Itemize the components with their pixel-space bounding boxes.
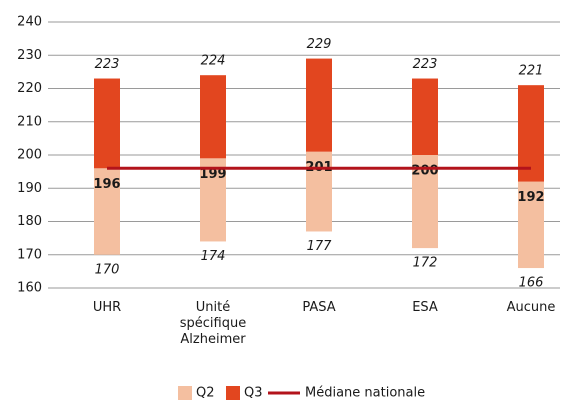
bar-q3 bbox=[518, 85, 544, 182]
bar-q3 bbox=[306, 58, 332, 152]
bar-q3 bbox=[200, 75, 226, 159]
lower-label: 170 bbox=[95, 262, 120, 277]
y-tick-label: 240 bbox=[17, 15, 42, 30]
x-tick-label: Aucune bbox=[506, 300, 556, 315]
upper-label: 229 bbox=[307, 37, 332, 52]
median-label: 192 bbox=[517, 190, 544, 205]
median-label: 196 bbox=[93, 177, 120, 192]
legend-swatch bbox=[226, 386, 240, 400]
legend-swatch bbox=[178, 386, 192, 400]
bar-q3 bbox=[94, 78, 120, 169]
x-tick-label: UHR bbox=[92, 300, 122, 315]
y-tick-label: 230 bbox=[17, 48, 42, 63]
bar-q2 bbox=[518, 181, 544, 269]
y-tick-label: 190 bbox=[17, 181, 42, 196]
legend-label: Q2 bbox=[196, 386, 215, 401]
y-tick-label: 180 bbox=[17, 214, 42, 229]
upper-label: 223 bbox=[413, 57, 438, 72]
lower-label: 172 bbox=[413, 256, 438, 271]
y-tick-label: 210 bbox=[17, 114, 42, 129]
bar-q2 bbox=[306, 151, 332, 232]
y-tick-label: 160 bbox=[17, 281, 42, 296]
bar-q2 bbox=[200, 158, 226, 242]
x-tick-label: PASA bbox=[302, 300, 336, 315]
upper-label: 223 bbox=[95, 57, 120, 72]
upper-label: 221 bbox=[519, 64, 544, 79]
bar-q2 bbox=[94, 168, 120, 255]
y-tick-label: 200 bbox=[17, 148, 42, 163]
x-tick-label: ESA bbox=[412, 300, 438, 315]
upper-label: 224 bbox=[201, 54, 226, 69]
bar-q3 bbox=[412, 78, 438, 155]
median-label: 200 bbox=[411, 164, 438, 179]
y-tick-label: 220 bbox=[17, 81, 42, 96]
lower-label: 174 bbox=[201, 249, 226, 264]
y-tick-label: 170 bbox=[17, 247, 42, 262]
legend-label: Médiane nationale bbox=[305, 386, 425, 401]
bar-q2 bbox=[412, 155, 438, 249]
median-label: 199 bbox=[199, 167, 226, 182]
lower-label: 166 bbox=[519, 276, 544, 291]
lower-label: 177 bbox=[307, 239, 333, 254]
x-tick-label: Unité spécifique Alzheimer bbox=[179, 300, 247, 347]
legend-label: Q3 bbox=[244, 386, 263, 401]
